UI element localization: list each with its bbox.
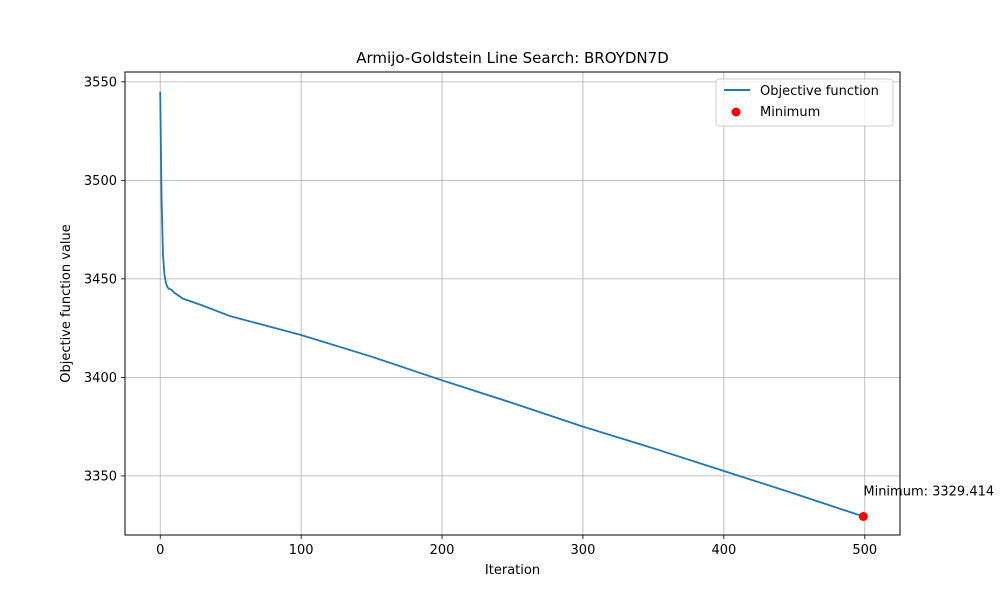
y-tick-label: 3450 — [84, 272, 117, 287]
y-axis-label: Objective function value — [59, 224, 74, 383]
axis-ticks: 0 100 200 300 400 500 3350 3400 3450 3500 3550 — [84, 75, 877, 558]
legend-box — [715, 78, 894, 127]
x-tick-label: 0 — [156, 543, 164, 558]
series-layer — [159, 91, 868, 521]
x-tick-label: 300 — [571, 543, 596, 558]
x-tick-label: 100 — [289, 543, 314, 558]
objective-function-line — [159, 91, 864, 518]
legend: Objective function Minimum — [715, 78, 894, 127]
y-tick-label: 3550 — [84, 75, 117, 90]
x-tick-label: 200 — [430, 543, 455, 558]
y-tick-label: 3350 — [84, 469, 117, 484]
y-tick-label: 3400 — [84, 371, 117, 386]
legend-marker-swatch — [731, 107, 741, 117]
x-tick-label: 500 — [852, 543, 877, 558]
minimum-annotation: Minimum: 3329.414 — [863, 484, 994, 499]
legend-label-minimum: Minimum — [760, 105, 820, 120]
chart-title: Armijo-Goldstein Line Search: BROYDN7D — [356, 49, 669, 67]
x-axis-label: Iteration — [485, 563, 540, 578]
minimum-point — [858, 511, 868, 521]
legend-label-objective: Objective function — [760, 84, 879, 99]
y-tick-label: 3500 — [84, 174, 117, 189]
plot-frame — [124, 71, 901, 536]
x-tick-label: 400 — [711, 543, 736, 558]
